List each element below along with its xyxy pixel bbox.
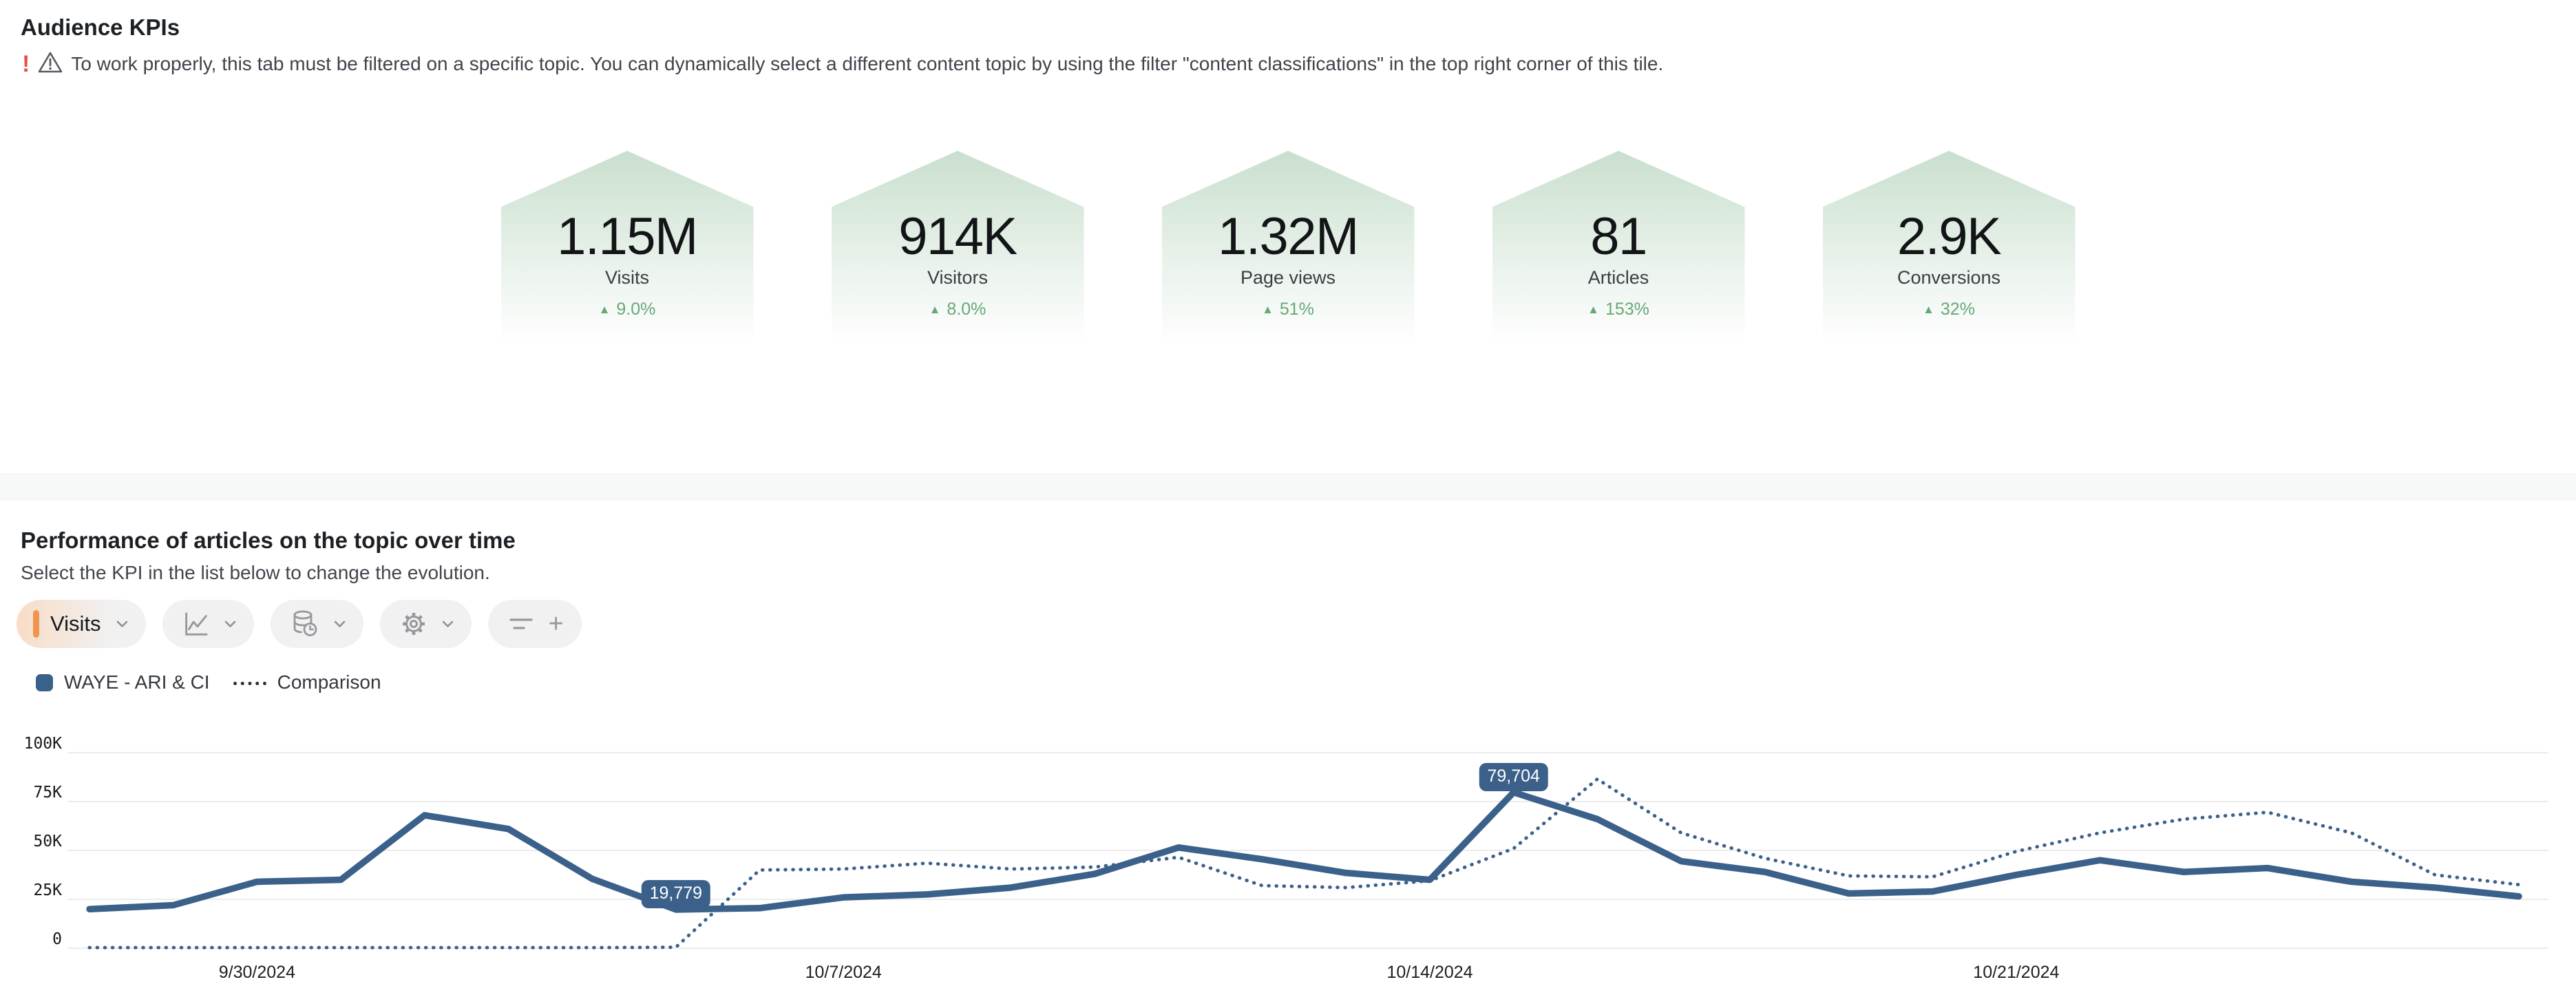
kpi-delta: ▲ 153% bbox=[1587, 300, 1649, 320]
y-axis-tick: 50K bbox=[33, 833, 62, 850]
kpi-delta: ▲ 9.0% bbox=[599, 300, 656, 320]
kpi-selector-label: Visits bbox=[50, 611, 101, 636]
up-arrow-icon: ▲ bbox=[598, 303, 611, 316]
up-arrow-icon: ▲ bbox=[929, 303, 941, 316]
filter-icon bbox=[509, 618, 533, 629]
kpi-selector-button[interactable]: Visits bbox=[17, 600, 146, 648]
chevron-down-icon bbox=[224, 620, 235, 627]
kpi-value: 2.9K bbox=[1897, 207, 2002, 266]
section-divider bbox=[0, 473, 2576, 501]
kpi-label: Page views bbox=[1240, 267, 1336, 288]
kpi-tile-articles: 81 Articles ▲ 153% bbox=[1492, 151, 1745, 359]
kpi-delta-value: 32% bbox=[1940, 300, 1975, 319]
chart-toolbar: Visits bbox=[17, 600, 2555, 648]
plus-icon: + bbox=[548, 609, 564, 638]
up-arrow-icon: ▲ bbox=[1587, 303, 1599, 316]
kpi-value: 81 bbox=[1590, 207, 1647, 266]
kpi-tile-visits: 1.15M Visits ▲ 9.0% bbox=[500, 151, 754, 359]
y-axis-tick: 75K bbox=[33, 784, 62, 802]
kpi-label: Articles bbox=[1587, 267, 1649, 288]
performance-section: Performance of articles on the topic ove… bbox=[0, 501, 2576, 693]
kpi-tile-conversions: 2.9K Conversions ▲ 32% bbox=[1822, 151, 2076, 359]
data-label-chip: 79,704 bbox=[1479, 762, 1548, 791]
warning-text: To work properly, this tab must be filte… bbox=[71, 53, 1664, 74]
series-swatch-icon bbox=[36, 673, 53, 691]
chart-type-button[interactable] bbox=[162, 600, 254, 648]
up-arrow-icon: ▲ bbox=[1262, 303, 1274, 316]
section-subtitle: Select the KPI in the list below to chan… bbox=[21, 562, 490, 583]
legend-item-comparison[interactable]: Comparison bbox=[233, 671, 381, 693]
legend-label: WAYE - ARI & CI bbox=[64, 671, 210, 693]
legend-item-waye[interactable]: WAYE - ARI & CI bbox=[36, 671, 210, 693]
x-axis-tick: 9/30/2024 bbox=[218, 963, 295, 982]
kpi-tiles-row: 1.15M Visits ▲ 9.0% 914K Visitors ▲ 8.0%… bbox=[0, 151, 2576, 359]
kpi-color-bar bbox=[33, 610, 39, 638]
kpi-value: 1.15M bbox=[557, 207, 698, 266]
kpi-value: 1.32M bbox=[1218, 207, 1359, 266]
kpi-delta-value: 8.0% bbox=[947, 300, 986, 319]
database-clock-icon bbox=[293, 610, 317, 636]
kpi-label: Conversions bbox=[1897, 267, 2001, 288]
x-axis-tick: 10/14/2024 bbox=[1386, 963, 1473, 982]
kpi-delta: ▲ 51% bbox=[1262, 300, 1314, 320]
gear-icon bbox=[402, 613, 425, 635]
kpi-tile-page-views: 1.32M Page views ▲ 51% bbox=[1161, 151, 1415, 359]
warning-triangle-icon bbox=[38, 51, 63, 77]
legend-label: Comparison bbox=[277, 671, 381, 693]
chevron-down-icon bbox=[116, 620, 127, 627]
y-axis-tick: 25K bbox=[33, 881, 62, 899]
up-arrow-icon: ▲ bbox=[1923, 303, 1934, 316]
kpi-delta: ▲ 32% bbox=[1923, 300, 1975, 320]
kpi-delta-value: 9.0% bbox=[616, 300, 656, 319]
x-axis-tick: 10/21/2024 bbox=[1973, 963, 2060, 982]
data-label-chip: 19,779 bbox=[641, 879, 711, 908]
exclamation-icon: ! bbox=[22, 51, 30, 77]
kpi-label: Visitors bbox=[927, 267, 989, 288]
y-axis-tick: 0 bbox=[52, 930, 62, 948]
y-axis-tick: 100K bbox=[23, 735, 62, 753]
section-title: Performance of articles on the topic ove… bbox=[21, 527, 516, 553]
kpi-delta-value: 51% bbox=[1279, 300, 1314, 319]
data-source-button[interactable] bbox=[270, 600, 363, 648]
dotted-line-swatch-icon bbox=[233, 681, 266, 685]
kpi-delta-value: 153% bbox=[1605, 300, 1649, 319]
comparison-line bbox=[87, 777, 2521, 950]
audience-kpis-section: Audience KPIs ! To work properly, this t… bbox=[0, 0, 2576, 473]
kpi-label: Visits bbox=[604, 267, 650, 288]
warning-row: ! To work properly, this tab must be fil… bbox=[22, 51, 2576, 77]
add-filter-button[interactable]: + bbox=[487, 600, 582, 648]
kpi-delta: ▲ 8.0% bbox=[929, 300, 986, 320]
chart-legend: WAYE - ARI & CI Comparison bbox=[36, 671, 2555, 693]
page-title: Audience KPIs bbox=[21, 14, 180, 40]
chevron-down-icon bbox=[334, 620, 345, 627]
chevron-down-icon bbox=[442, 620, 453, 627]
series-line bbox=[86, 788, 2522, 913]
line-chart-icon bbox=[184, 612, 207, 636]
x-axis-tick: 10/7/2024 bbox=[805, 963, 882, 982]
kpi-tile-visitors: 914K Visitors ▲ 8.0% bbox=[831, 151, 1084, 359]
kpi-value: 914K bbox=[898, 207, 1017, 266]
settings-button[interactable] bbox=[379, 600, 472, 648]
